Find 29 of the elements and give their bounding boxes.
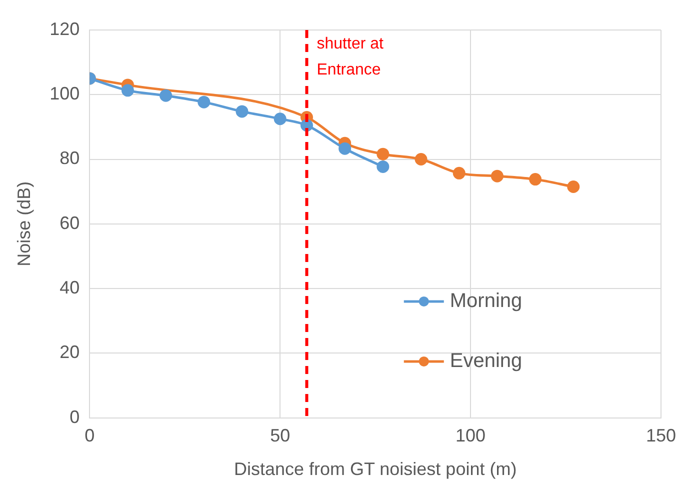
legend-label: Evening (450, 350, 522, 372)
y-tick-label: 120 (50, 18, 80, 39)
point (198, 96, 210, 108)
legend-label: Morning (450, 290, 522, 312)
x-axis-title: Distance from GT noisiest point (m) (234, 459, 517, 480)
point (236, 105, 248, 118)
y-tick-label: 100 (50, 84, 80, 104)
point (452, 166, 466, 180)
y-axis-title: Noise (dB) (14, 181, 34, 266)
y-tick-label: 40 (60, 278, 80, 298)
x-tick-label: 100 (456, 426, 486, 446)
x-tick-label: 50 (270, 426, 290, 446)
point (376, 148, 390, 160)
y-tick-label: 60 (60, 212, 80, 233)
point (414, 153, 428, 166)
point (160, 89, 172, 102)
point (567, 180, 580, 193)
ref-line-label: shutter at Entrance (316, 35, 384, 78)
x-tick-label: 0 (84, 426, 95, 446)
point (529, 173, 542, 186)
point (376, 160, 390, 173)
point (121, 84, 134, 97)
y-tick-label: 0 (70, 406, 80, 427)
point (490, 170, 504, 182)
y-tick-label: 80 (60, 148, 80, 168)
point (338, 142, 352, 155)
y-tick-label: 20 (60, 342, 80, 362)
point (274, 112, 286, 126)
x-tick-label: 150 (646, 426, 676, 446)
